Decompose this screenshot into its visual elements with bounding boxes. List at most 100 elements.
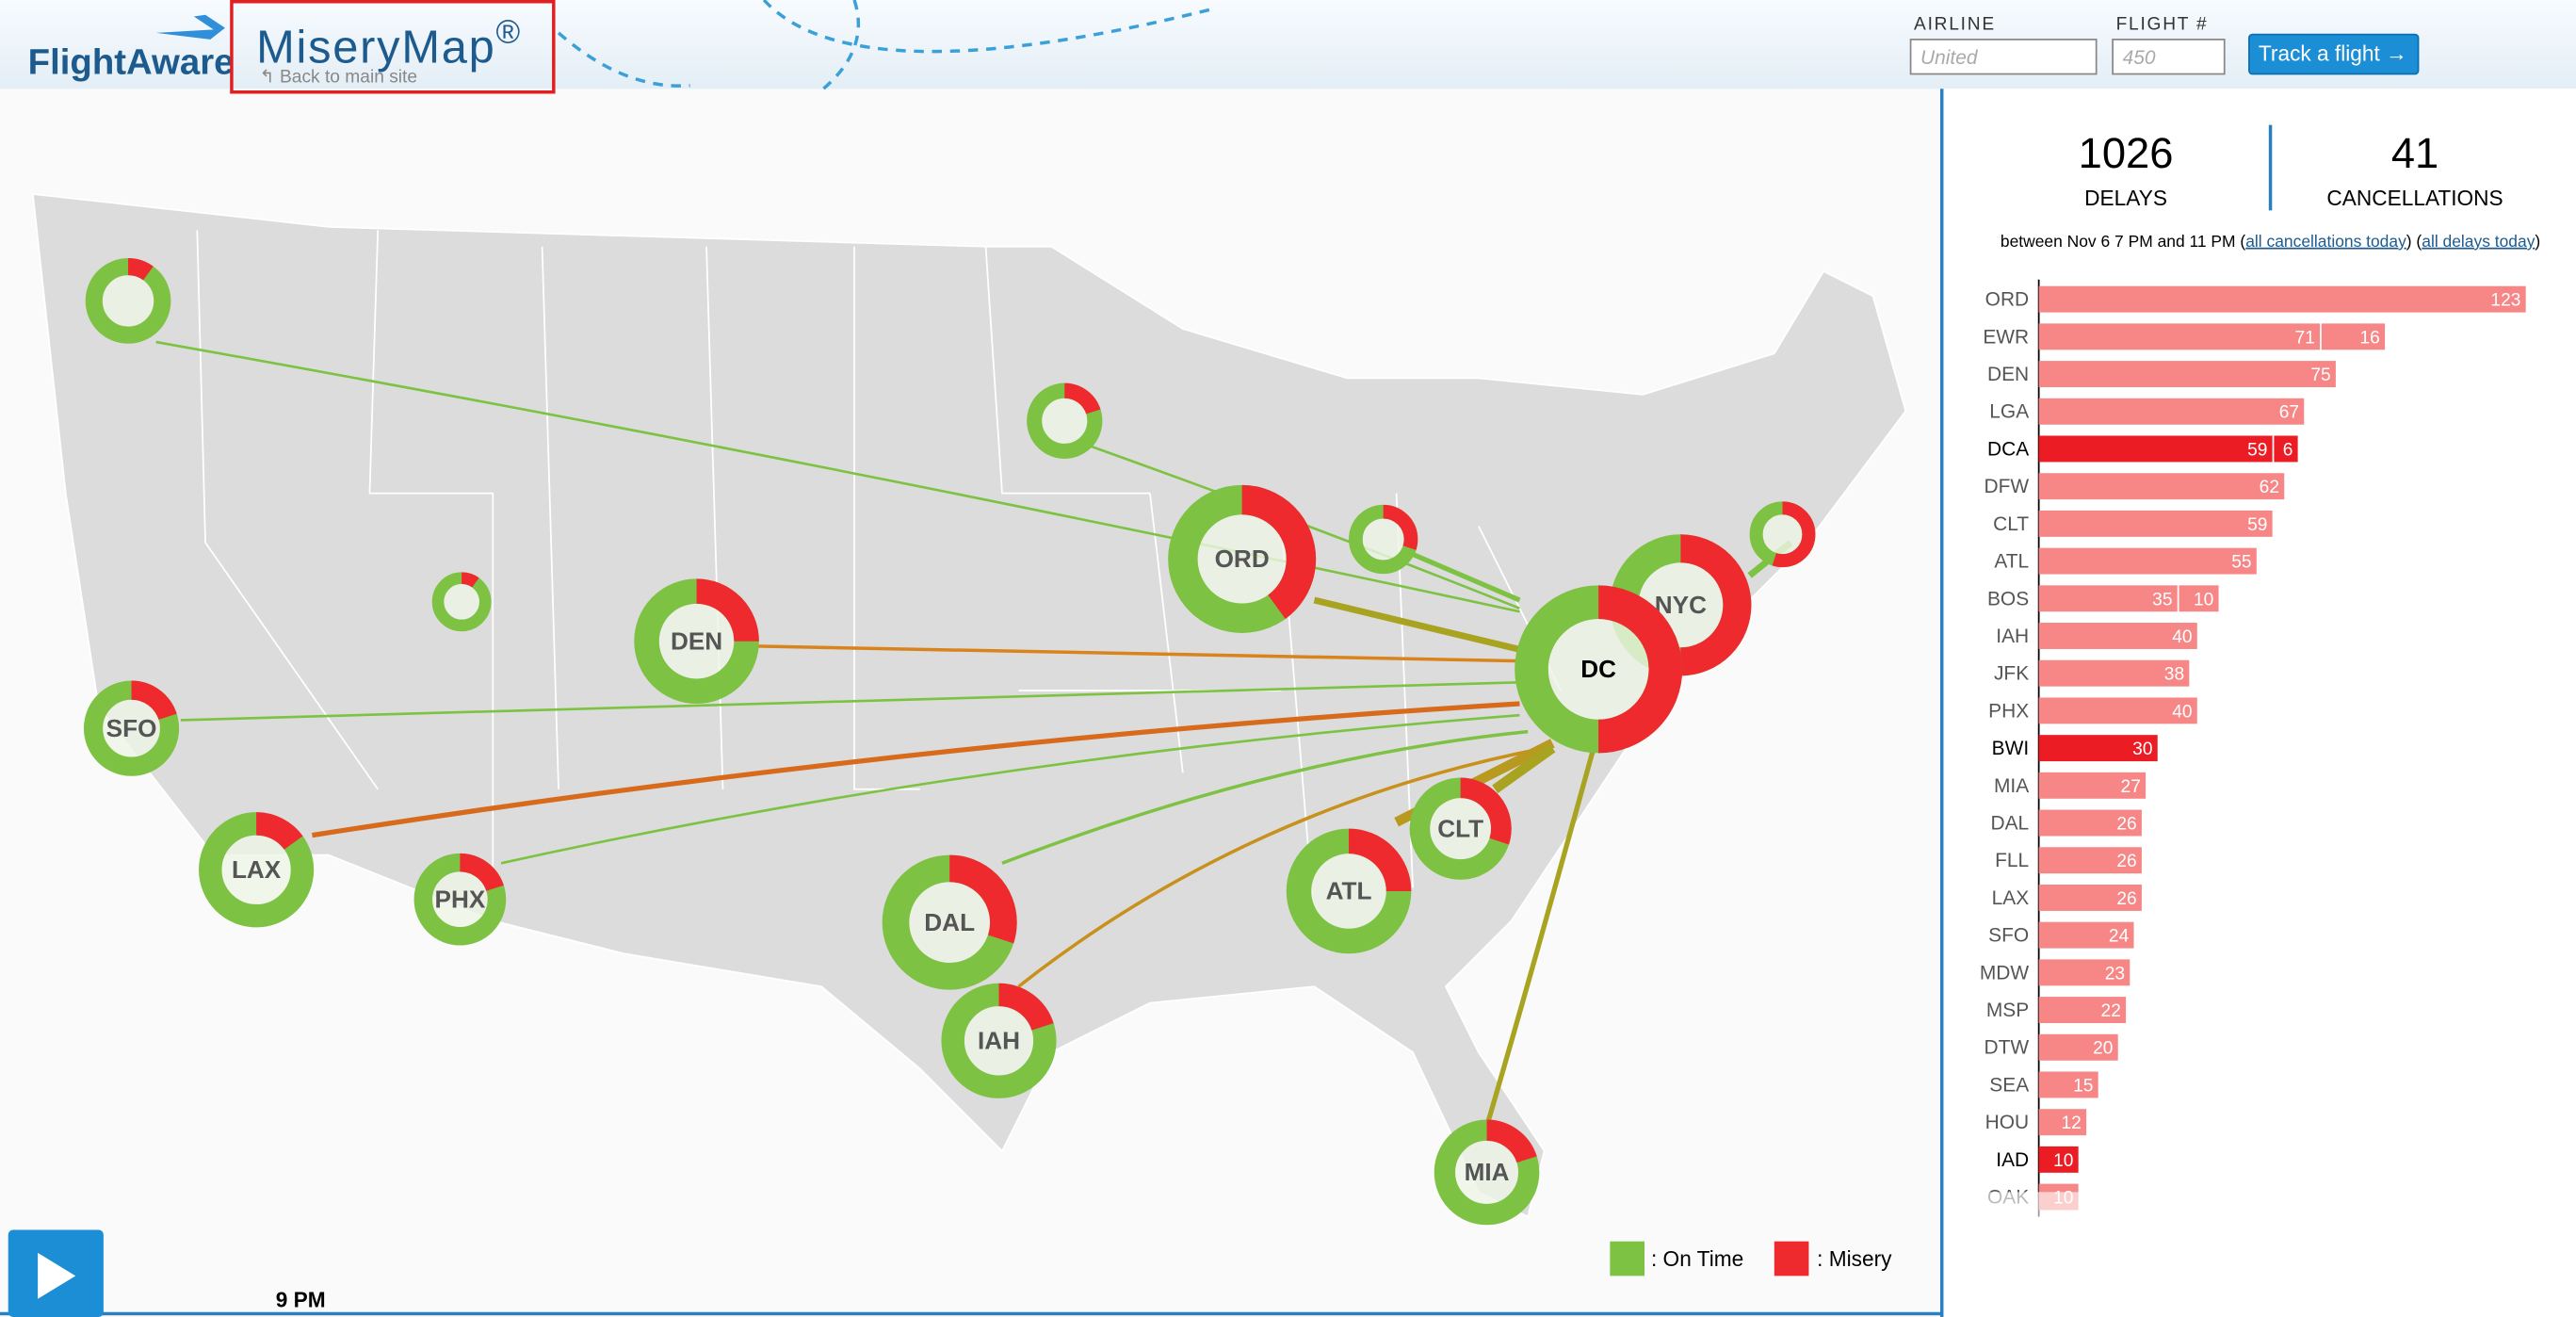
hub-label: DC — [1580, 655, 1616, 683]
product-box[interactable] — [230, 0, 556, 94]
airport-label: DFW — [1985, 476, 2030, 497]
on-time-ring — [1027, 382, 1103, 459]
track-button[interactable] — [2248, 33, 2420, 75]
delay-bar — [2038, 1071, 2098, 1098]
delay-value: 59 — [2247, 440, 2267, 460]
cancellation-value: 6 — [2283, 440, 2293, 460]
airport-label: DTW — [1985, 1037, 2030, 1059]
delay-bar — [2038, 1146, 2079, 1173]
route — [500, 713, 1520, 865]
hubs: ORD NYC DC DEN SFO LAX PHX DAL IAH ATL CLT MIA — [83, 258, 1816, 1226]
airport-label: BWI — [1992, 738, 2030, 759]
hub-center — [964, 1006, 1034, 1076]
track-button-text[interactable]: Track a flight → — [2259, 41, 2407, 66]
sidebar — [1941, 89, 2576, 1317]
hub: DAL — [882, 854, 1017, 990]
airport-label: BOS — [1987, 588, 2029, 610]
legend-on-time: : On Time — [1651, 1246, 1743, 1271]
delay-bar — [2038, 510, 2273, 537]
cancellations-total: 41 — [2391, 129, 2438, 177]
hub — [1749, 501, 1816, 568]
hub — [1349, 504, 1418, 575]
route — [1313, 596, 1521, 653]
logo[interactable]: FlightAware — [28, 42, 235, 83]
delay-value: 23 — [2105, 964, 2125, 984]
misery-ring — [1286, 828, 1412, 954]
hub-center — [103, 699, 160, 757]
cancellation-value: 16 — [2360, 328, 2380, 348]
delay-value: 22 — [2101, 1001, 2121, 1021]
delay-bar — [2038, 1109, 2087, 1136]
delay-bar — [2038, 959, 2130, 986]
airport-label: IAD — [1996, 1149, 2029, 1171]
cancellation-value: 10 — [2194, 590, 2213, 610]
hub-center — [658, 603, 735, 679]
delay-value: 26 — [2116, 889, 2136, 909]
product-name: MiseryMap® — [256, 13, 522, 73]
us-outline — [31, 192, 1907, 1218]
delay-bar — [2038, 435, 2273, 463]
hub — [1027, 382, 1103, 459]
route — [312, 701, 1520, 838]
back-link-text[interactable]: Back to main site — [280, 67, 417, 87]
hub-label: ATL — [1326, 877, 1372, 905]
hub-center — [1430, 798, 1492, 860]
misery-ring — [1168, 484, 1317, 633]
hub-center — [444, 583, 479, 620]
airport-label: HOU — [1985, 1112, 2029, 1133]
cancellations-link[interactable]: all cancellations today — [2245, 232, 2406, 251]
delay-value: 20 — [2093, 1039, 2113, 1059]
airport-label: ATL — [1994, 551, 2029, 573]
hub-label: CLT — [1437, 814, 1483, 842]
delay-bar — [2038, 323, 2321, 350]
route — [1403, 548, 1521, 603]
delay-value: 35 — [2152, 590, 2172, 610]
hub-label: MIA — [1465, 1158, 1510, 1186]
delay-bar — [2038, 809, 2142, 837]
legend-swatch-on-time — [1610, 1241, 1645, 1276]
delays-link[interactable]: all delays today — [2422, 232, 2535, 251]
hub-center — [102, 275, 154, 327]
delay-bar — [2038, 547, 2257, 575]
delay-value: 40 — [2172, 702, 2192, 722]
delay-bar — [2038, 884, 2142, 911]
airport-label: MSP — [1986, 1000, 2029, 1021]
delays-total: 1026 — [2079, 129, 2174, 177]
hub-label: SFO — [106, 714, 157, 742]
period: between Nov 6 7 PM and 11 PM (all cancel… — [2001, 232, 2540, 251]
delay-bar — [2038, 361, 2336, 388]
decor-route — [557, 0, 1217, 92]
misery-ring — [882, 854, 1017, 990]
hub — [85, 258, 171, 344]
period-close: ) — [2535, 232, 2540, 251]
delay-bar — [2038, 623, 2197, 649]
back-link[interactable]: ↰ Back to main site — [260, 67, 417, 87]
airport-label: JFK — [1994, 663, 2029, 685]
hub-center — [1455, 1140, 1519, 1204]
airport-label: DCA — [1987, 438, 2029, 460]
airport-label: SEA — [1989, 1074, 2029, 1096]
cancellations-label: CANCELLATIONS — [2326, 186, 2503, 210]
delay-value: 10 — [2053, 1151, 2073, 1171]
airport-label: IAH — [1996, 626, 2029, 647]
airport-label: LGA — [1989, 401, 2029, 423]
misery-ring — [199, 812, 315, 928]
delay-value: 27 — [2121, 777, 2141, 797]
flight-input[interactable] — [2112, 39, 2226, 75]
delay-bar — [2038, 772, 2147, 799]
cancellation-bar — [2274, 435, 2298, 463]
airport-label: MDW — [1980, 962, 2030, 984]
hub-label: DAL — [924, 908, 975, 936]
misery-ring — [1434, 1119, 1540, 1226]
airport-label: MIA — [1994, 775, 2029, 797]
hub: DEN — [634, 578, 759, 704]
delay-bar — [2038, 921, 2134, 949]
hub-label: PHX — [435, 885, 486, 913]
hub-center — [1547, 618, 1649, 720]
hub-center — [909, 882, 991, 964]
misery-ring — [431, 572, 492, 632]
delay-value: 26 — [2116, 815, 2136, 835]
airline-input[interactable] — [1909, 39, 2098, 75]
airport-label: DEN — [1987, 364, 2029, 385]
